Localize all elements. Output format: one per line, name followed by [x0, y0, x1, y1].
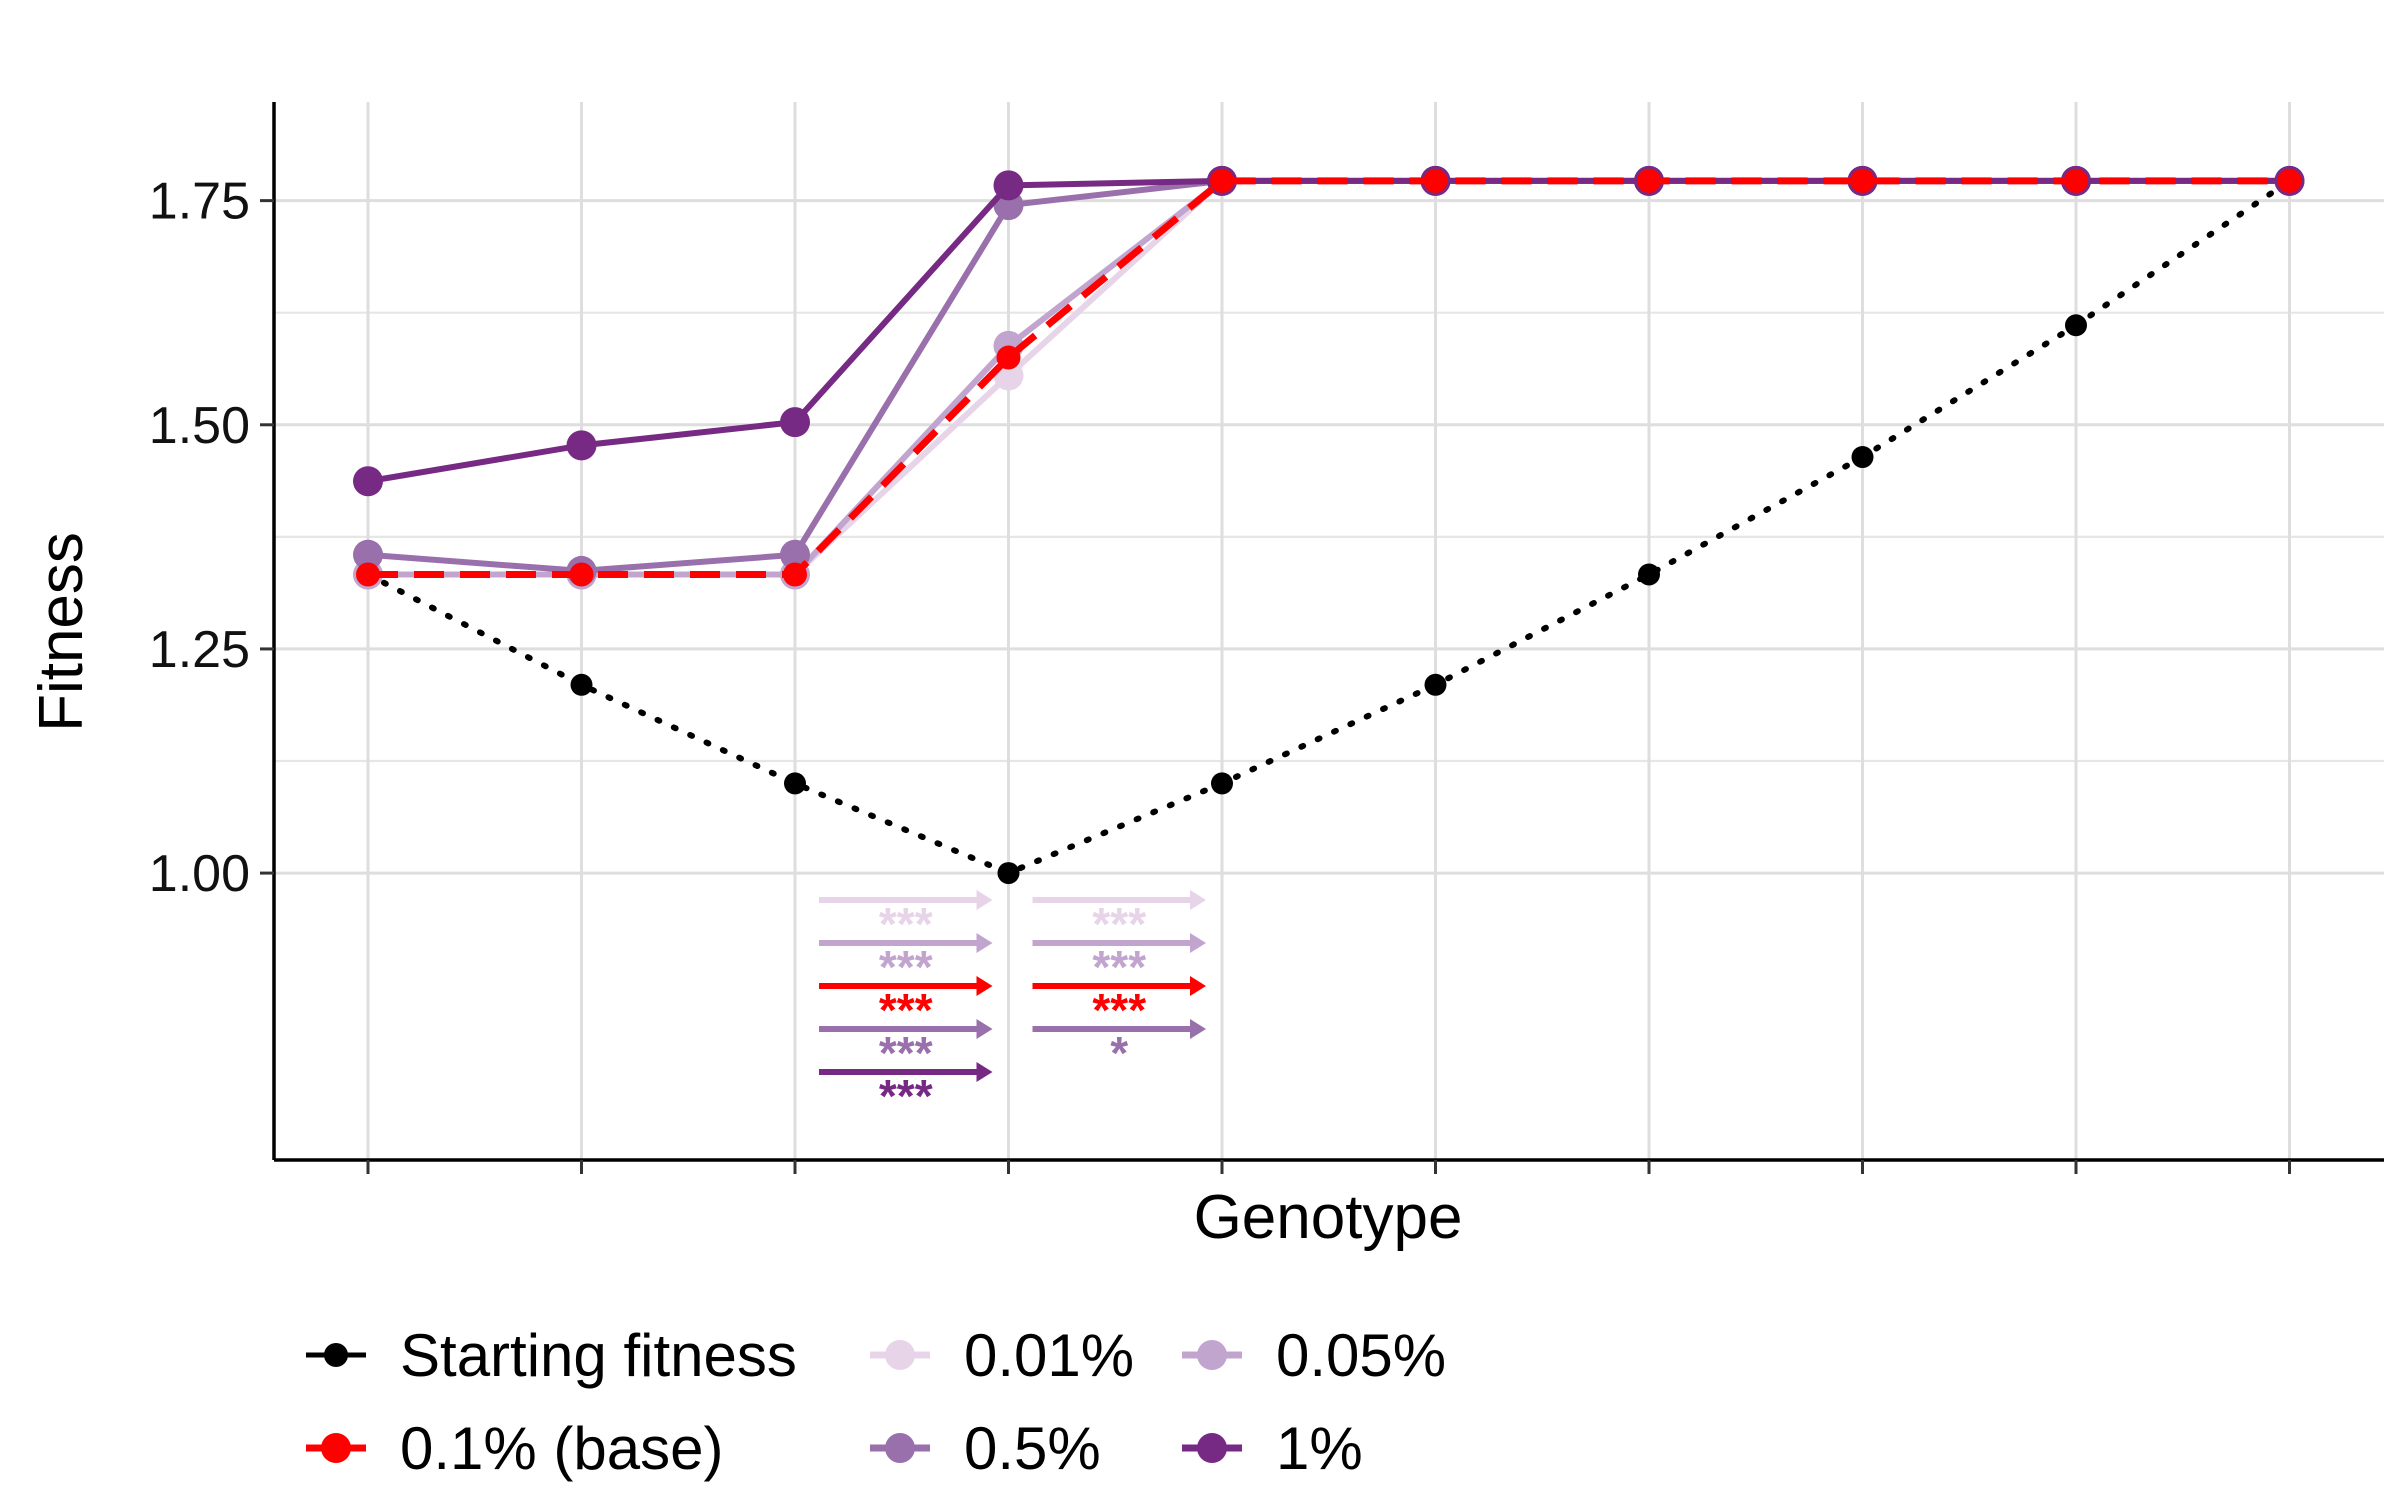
- legend-key-marker: [885, 1433, 915, 1463]
- data-point-0-1-base: [783, 562, 807, 587]
- data-point-1: [353, 466, 383, 497]
- data-point-1: [566, 430, 597, 461]
- data-point-starting-fitness: [1424, 673, 1447, 696]
- y-tick-label: 1.75: [149, 173, 250, 231]
- series-layer: [353, 165, 2305, 885]
- legend-label: 0.01%: [964, 1322, 1134, 1389]
- data-point-0-1-base: [356, 562, 380, 587]
- legend: Starting fitness 0.01% 0.05% 0.1% (base) 0.5…: [306, 1322, 1446, 1482]
- data-point-0-1-base: [1210, 168, 1234, 193]
- legend-label: 0.5%: [964, 1415, 1101, 1482]
- legend-key-marker: [321, 1433, 351, 1463]
- data-point-0-1-base: [1423, 168, 1448, 193]
- y-axis-title: Fitness: [27, 532, 96, 732]
- data-point-starting-fitness: [997, 862, 1020, 885]
- series-line-0-1-base: [368, 177, 2290, 579]
- significance-stars: ***: [879, 1070, 933, 1122]
- significance-arrowhead: [976, 976, 993, 996]
- significance-arrowhead: [976, 1062, 993, 1082]
- series-line-0-01: [368, 177, 2290, 578]
- data-point-starting-fitness: [1211, 772, 1233, 795]
- legend-label: 0.05%: [1276, 1322, 1446, 1389]
- significance-arrowhead: [976, 1019, 993, 1039]
- legend-key-marker: [885, 1340, 915, 1370]
- series-line-starting-fitness: [365, 177, 2293, 877]
- legend-key-marker: [324, 1343, 348, 1367]
- significance-arrowhead: [1190, 933, 1206, 953]
- data-point-1: [780, 407, 810, 438]
- data-point-0-1-base: [1637, 168, 1661, 193]
- axes: 1.00 1.25 1.50 1.75: [149, 102, 2384, 1174]
- significance-arrowhead: [1190, 890, 1206, 910]
- y-tick-label: 1.50: [149, 397, 250, 455]
- data-point-0-1-base: [996, 345, 1021, 370]
- legend-label: 1%: [1276, 1415, 1363, 1482]
- significance-arrowhead: [976, 890, 993, 910]
- legend-label: Starting fitness: [400, 1322, 797, 1389]
- data-point-0-1-base: [1850, 168, 1875, 193]
- data-point-starting-fitness: [784, 772, 806, 795]
- significance-arrowhead: [976, 933, 993, 953]
- data-point-0-1-base: [2277, 168, 2302, 193]
- data-point-starting-fitness: [1638, 563, 1660, 586]
- x-axis-title: Genotype: [1194, 1183, 1463, 1252]
- legend-key-marker: [1197, 1433, 1227, 1463]
- legend-label: 0.1% (base): [400, 1415, 724, 1482]
- significance-arrowhead: [1190, 1019, 1206, 1039]
- series-line-0-5: [367, 177, 2290, 574]
- data-point-0-5: [353, 539, 383, 570]
- data-point-0-1-base: [569, 562, 594, 587]
- data-point-0-1-base: [2064, 168, 2088, 193]
- significance-annotations: *************************: [819, 890, 1206, 1122]
- y-tick-label: 1.00: [149, 845, 250, 903]
- y-tick-label: 1.25: [149, 621, 250, 679]
- significance-arrowhead: [1190, 976, 1206, 996]
- legend-key-marker: [1197, 1340, 1227, 1370]
- significance-stars: *: [1110, 1027, 1128, 1079]
- data-point-1: [993, 170, 1024, 201]
- data-point-starting-fitness: [570, 673, 593, 696]
- series-line-1: [367, 177, 2290, 485]
- series-line-0-05: [368, 177, 2290, 578]
- data-point-starting-fitness: [1851, 446, 1874, 469]
- grid: [274, 102, 2384, 1160]
- data-point-starting-fitness: [2065, 314, 2087, 337]
